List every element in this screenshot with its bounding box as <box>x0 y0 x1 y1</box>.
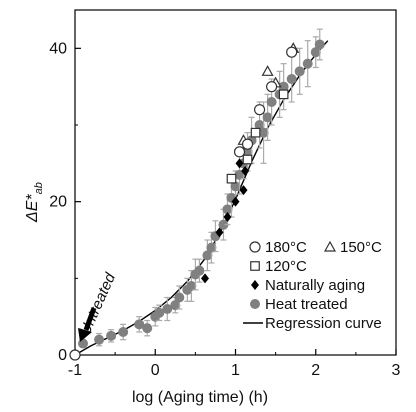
data-point <box>226 173 237 184</box>
y-axis-label: ΔE*ab <box>24 182 45 223</box>
legend-marker <box>251 280 259 290</box>
data-point <box>278 81 289 92</box>
untreated-arrow <box>83 307 97 331</box>
data-point <box>134 319 145 330</box>
data-point <box>254 120 265 130</box>
data-point <box>94 334 105 345</box>
data-point <box>78 338 89 349</box>
data-point <box>223 212 232 222</box>
data-point <box>69 349 81 361</box>
data-point <box>262 112 273 123</box>
legend-label: 180°C <box>265 239 307 256</box>
data-point <box>286 46 298 58</box>
x-tick-label: -1 <box>68 362 82 379</box>
data-point <box>231 196 240 207</box>
legend-entry: Regression curve <box>243 315 382 332</box>
data-point <box>162 304 173 314</box>
legend-label: 120°C <box>265 258 307 275</box>
data-point <box>170 300 181 311</box>
data-point <box>294 66 305 77</box>
y-axis-label-sub: ab <box>33 182 45 194</box>
data-point <box>253 104 266 116</box>
legend-label: Regression curve <box>265 315 382 332</box>
legend-label: 150°C <box>340 239 382 256</box>
data-point <box>142 323 153 334</box>
y-tick-label: 20 <box>49 194 67 211</box>
legend-label: Heat treated <box>265 296 348 313</box>
data-points-layer <box>69 28 325 361</box>
data-point <box>242 154 253 165</box>
legend-entry: Heat treated <box>250 296 348 313</box>
legend-entry: 120°C <box>250 258 307 275</box>
y-tick-label: 40 <box>49 40 67 57</box>
y-axis-label-main: ΔE* <box>24 194 41 223</box>
data-point <box>241 166 250 176</box>
legend-marker <box>250 261 260 271</box>
legend: 180°C 150°C 120°C Naturally aging Heat treat… <box>243 239 382 332</box>
data-point <box>261 65 274 76</box>
data-point <box>242 146 253 157</box>
data-point <box>174 292 185 303</box>
legend-marker <box>249 241 261 253</box>
data-point <box>302 58 313 69</box>
data-point <box>235 158 244 169</box>
data-point <box>222 204 233 215</box>
data-point <box>215 227 224 238</box>
y-tick-label: 0 <box>58 347 67 364</box>
legend-entry: Naturally aging <box>251 277 365 294</box>
data-point <box>118 327 129 337</box>
x-tick-label: 2 <box>311 362 320 379</box>
legend-label: Naturally aging <box>265 277 365 294</box>
data-point <box>314 39 325 50</box>
x-axis: -1 0 1 2 3 <box>68 349 401 379</box>
untreated-label: Untreated <box>77 270 120 338</box>
data-point <box>310 47 321 58</box>
y-axis: 0 20 40 <box>49 40 81 364</box>
data-point <box>154 307 165 318</box>
series-180-c <box>69 46 298 361</box>
x-tick-label: 1 <box>231 362 240 379</box>
untreated-arrowhead <box>78 328 92 342</box>
data-point <box>234 169 245 180</box>
data-point <box>266 81 278 93</box>
data-point <box>230 181 241 192</box>
data-point <box>233 146 246 158</box>
series-120-c <box>226 89 289 184</box>
legend-entry: 180°C <box>249 239 307 256</box>
data-point <box>266 97 277 107</box>
data-point <box>239 185 248 196</box>
legend-marker <box>323 240 337 252</box>
series-naturally-aging <box>201 158 250 284</box>
regression-curve <box>74 40 329 356</box>
data-point <box>106 330 117 341</box>
legend-marker <box>250 299 260 309</box>
legend-entry: 150°C <box>323 239 382 256</box>
data-point <box>241 138 254 150</box>
data-point <box>286 74 297 84</box>
series-heat-treated <box>78 28 325 349</box>
x-tick-label: 0 <box>151 362 160 379</box>
data-point <box>194 265 205 276</box>
data-point <box>202 250 213 261</box>
data-point <box>206 242 217 253</box>
regression-curve-layer <box>74 40 329 356</box>
data-point <box>258 127 269 138</box>
data-point <box>218 219 229 230</box>
x-axis-label: log (Aging time) (h) <box>132 389 268 406</box>
data-point <box>201 273 210 284</box>
x-tick-label: 3 <box>392 362 401 379</box>
data-point <box>278 89 289 100</box>
data-point <box>186 281 197 291</box>
data-point <box>250 127 261 138</box>
